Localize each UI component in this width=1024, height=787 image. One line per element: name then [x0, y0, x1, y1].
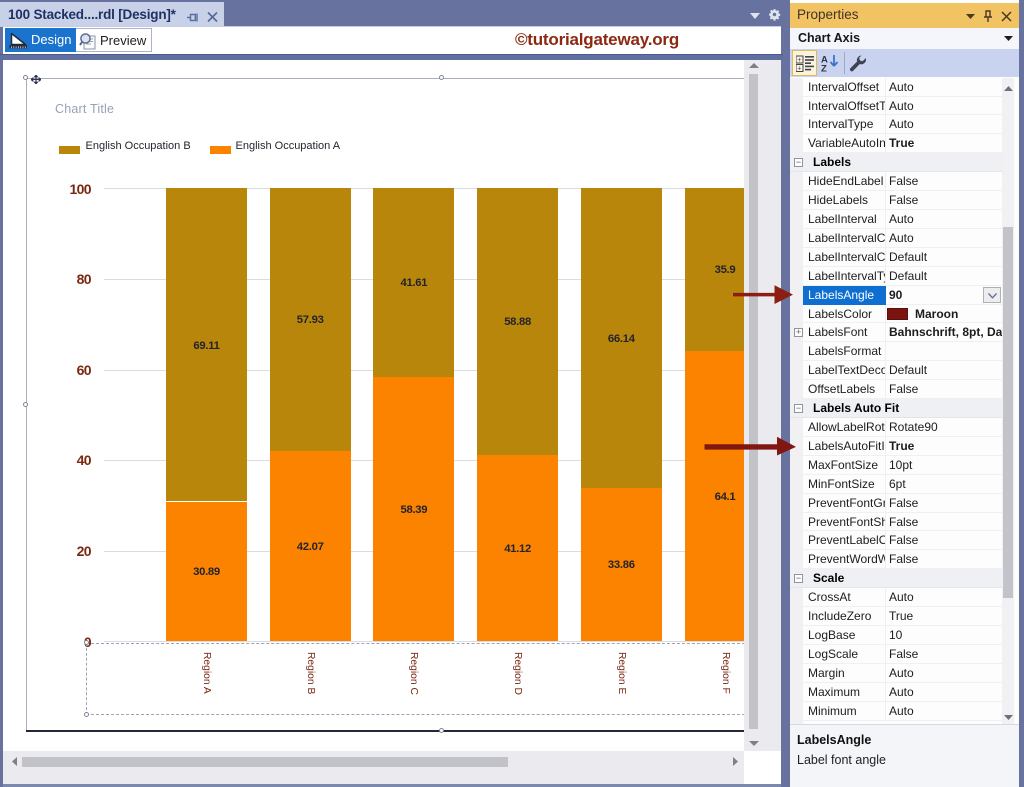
- svg-text:Z: Z: [821, 64, 827, 73]
- svg-text:+: +: [797, 66, 801, 73]
- svg-text:+: +: [797, 57, 801, 64]
- svg-text:A: A: [821, 55, 828, 66]
